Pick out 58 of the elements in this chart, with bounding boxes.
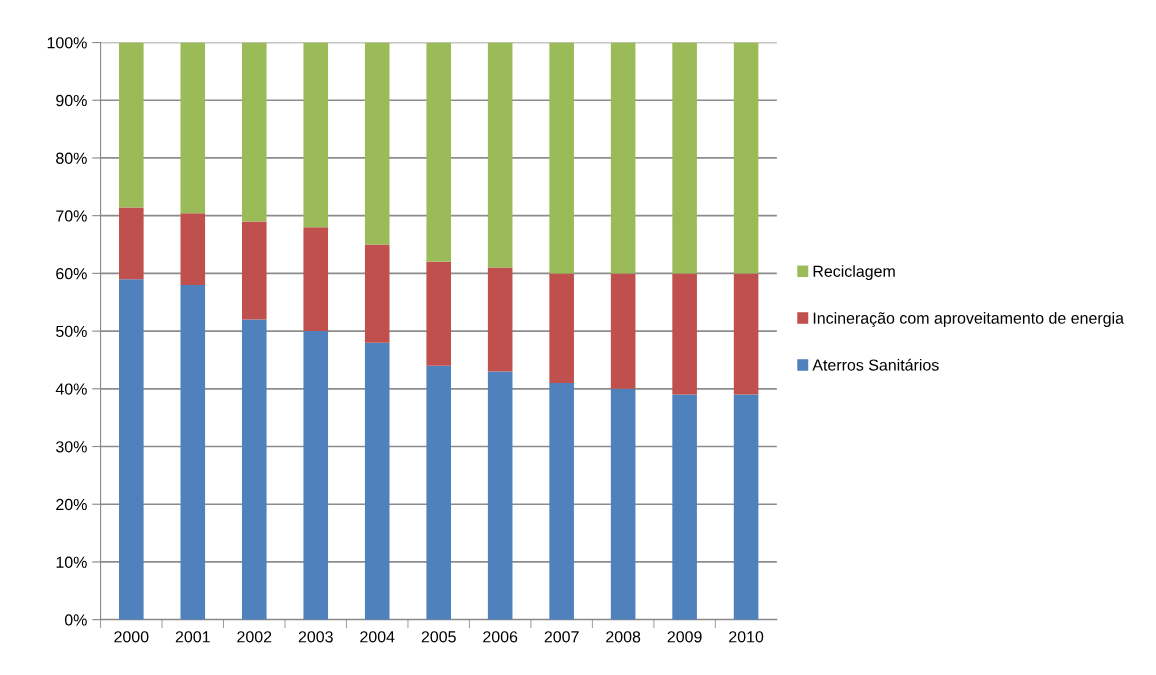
x-tick-label: 2002 (237, 631, 272, 643)
x-tick-label: 2000 (114, 631, 149, 643)
x-tick-label: 2009 (667, 631, 702, 643)
bar (672, 394, 697, 620)
bar (426, 261, 451, 366)
y-tick-label: 90% (56, 94, 87, 107)
legend-label: Aterros Sanitários (812, 358, 939, 371)
bar (180, 42, 206, 214)
bar (549, 273, 574, 384)
y-tick-label: 80% (56, 152, 87, 164)
bar (241, 221, 267, 320)
y-tick-label: 30% (56, 441, 87, 453)
bar (364, 342, 390, 620)
bar (119, 279, 144, 620)
y-tick-label: 20% (56, 498, 87, 511)
bar (180, 284, 206, 620)
legend-label: Reciclagem (813, 265, 895, 281)
x-tick-label: 2006 (483, 631, 518, 643)
bar (303, 331, 329, 620)
y-tick-label: 50% (56, 325, 87, 338)
y-tick-label: 70% (56, 210, 87, 222)
bar (364, 244, 390, 343)
x-tick-label: 2010 (729, 631, 764, 643)
bar (672, 42, 697, 274)
bar (733, 42, 759, 274)
bar (487, 42, 513, 268)
x-tick-label: 2003 (298, 631, 333, 643)
bar (610, 42, 636, 274)
bar (303, 227, 329, 332)
x-tick-label: 2007 (544, 631, 579, 643)
bar (426, 42, 451, 262)
bar (303, 42, 329, 228)
bar (487, 371, 513, 620)
x-tick-label: 2005 (421, 631, 456, 643)
bar (241, 319, 267, 620)
bar (549, 42, 574, 274)
y-tick-label: 0% (64, 614, 87, 626)
x-tick-label: 2004 (360, 631, 395, 643)
bar (180, 213, 206, 285)
bar (549, 383, 574, 620)
bar (119, 42, 144, 208)
bar (119, 207, 144, 280)
bar (426, 365, 451, 620)
bar (610, 273, 636, 389)
x-tick-label: 2001 (175, 631, 210, 643)
bar (610, 388, 636, 620)
bar (733, 273, 759, 395)
y-tick-label: 40% (55, 383, 87, 395)
bar (241, 42, 267, 222)
bar (487, 267, 513, 372)
y-tick-label: 100% (47, 37, 87, 49)
x-tick-label: 2008 (606, 631, 641, 643)
y-tick-label: 60% (56, 268, 87, 280)
bar (364, 42, 390, 245)
bar (733, 394, 759, 620)
y-tick-label: 10% (56, 556, 87, 568)
bar (672, 273, 697, 395)
legend-label: Incineração com aproveitamento de energia (813, 312, 1124, 328)
